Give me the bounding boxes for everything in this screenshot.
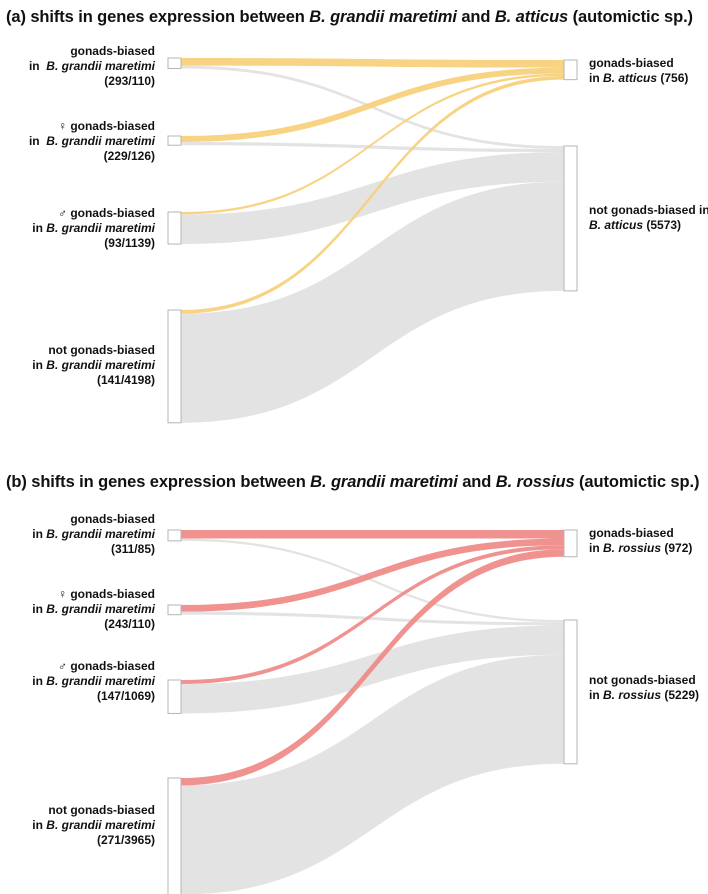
panel-a-left-node-label-3: ♂ gonads-biased in B. grandii maretimi (… (32, 206, 155, 250)
panel-a-left-node-label-4: not gonads-biased in B. grandii maretimi… (32, 343, 155, 387)
panel-b-title: (b) shifts in genes expression between B… (6, 473, 700, 491)
flow-to-not-biased-4 (181, 181, 564, 423)
panel-b-left-node-label-2: ♀ gonads-biased in B. grandii maretimi (… (32, 587, 155, 631)
right-node-2 (563, 619, 578, 765)
flow-to-not-biased-4 (181, 654, 564, 894)
panel-a-title: (a) shifts in genes expression between B… (6, 8, 693, 26)
flow-to-biased-1 (181, 58, 564, 68)
panel-a-left-node-label-2: ♀ gonads-biased in B. grandii maretimi (… (28, 119, 155, 163)
flow-to-biased-3 (181, 73, 564, 215)
flow-to-biased-4 (181, 75, 564, 314)
flows (181, 58, 564, 423)
panel-a-left-node-label-1: gonads-biased in B. grandii maretimi (29… (28, 44, 155, 88)
panel-b-left-node-label-3: ♂ gonads-biased in B. grandii maretimi (… (32, 659, 155, 703)
panel-b-left-node-label-1: gonads-biased in B. grandii maretimi (31… (32, 512, 155, 556)
panel-a-right-node-label-2: not gonads-biased in B. atticus (5573) (589, 203, 708, 232)
flow-to-biased-3 (181, 545, 564, 685)
panel-a-sankey (167, 57, 578, 424)
right-node-1 (563, 59, 578, 81)
left-node-4 (167, 777, 182, 894)
panel-a-right-node-label-1: gonads-biased in B. atticus (756) (589, 56, 689, 85)
panel-a: (a) shifts in genes expression between B… (0, 0, 708, 440)
right-node-1 (563, 529, 578, 558)
panel-b-right-node-label-2: not gonads-biased in B. rossius (5229) (589, 673, 700, 702)
flow-to-not-biased-2 (181, 611, 564, 626)
panel-b-sankey (167, 529, 578, 894)
panel-b-right-node-label-1: gonads-biased in B. rossius (972) (589, 526, 693, 555)
flow-to-biased-2 (181, 538, 564, 612)
flow-to-not-biased-2 (181, 141, 564, 153)
flow-to-biased-4 (181, 549, 564, 786)
panel-b: (b) shifts in genes expression between B… (0, 465, 708, 894)
flow-to-biased-2 (181, 67, 564, 142)
flows (181, 530, 564, 894)
left-node-4 (167, 309, 182, 424)
left-node-3 (167, 211, 182, 245)
left-node-1 (167, 529, 182, 542)
left-node-2 (167, 135, 182, 146)
flow-to-not-biased-1 (181, 538, 564, 623)
right-node-2 (563, 145, 578, 292)
left-node-2 (167, 604, 182, 616)
flow-to-biased-1 (181, 530, 564, 539)
panel-b-left-node-label-4: not gonads-biased in B. grandii maretimi… (32, 803, 155, 847)
left-node-3 (167, 679, 182, 714)
flow-to-not-biased-3 (181, 152, 564, 245)
left-node-1 (167, 57, 182, 69)
